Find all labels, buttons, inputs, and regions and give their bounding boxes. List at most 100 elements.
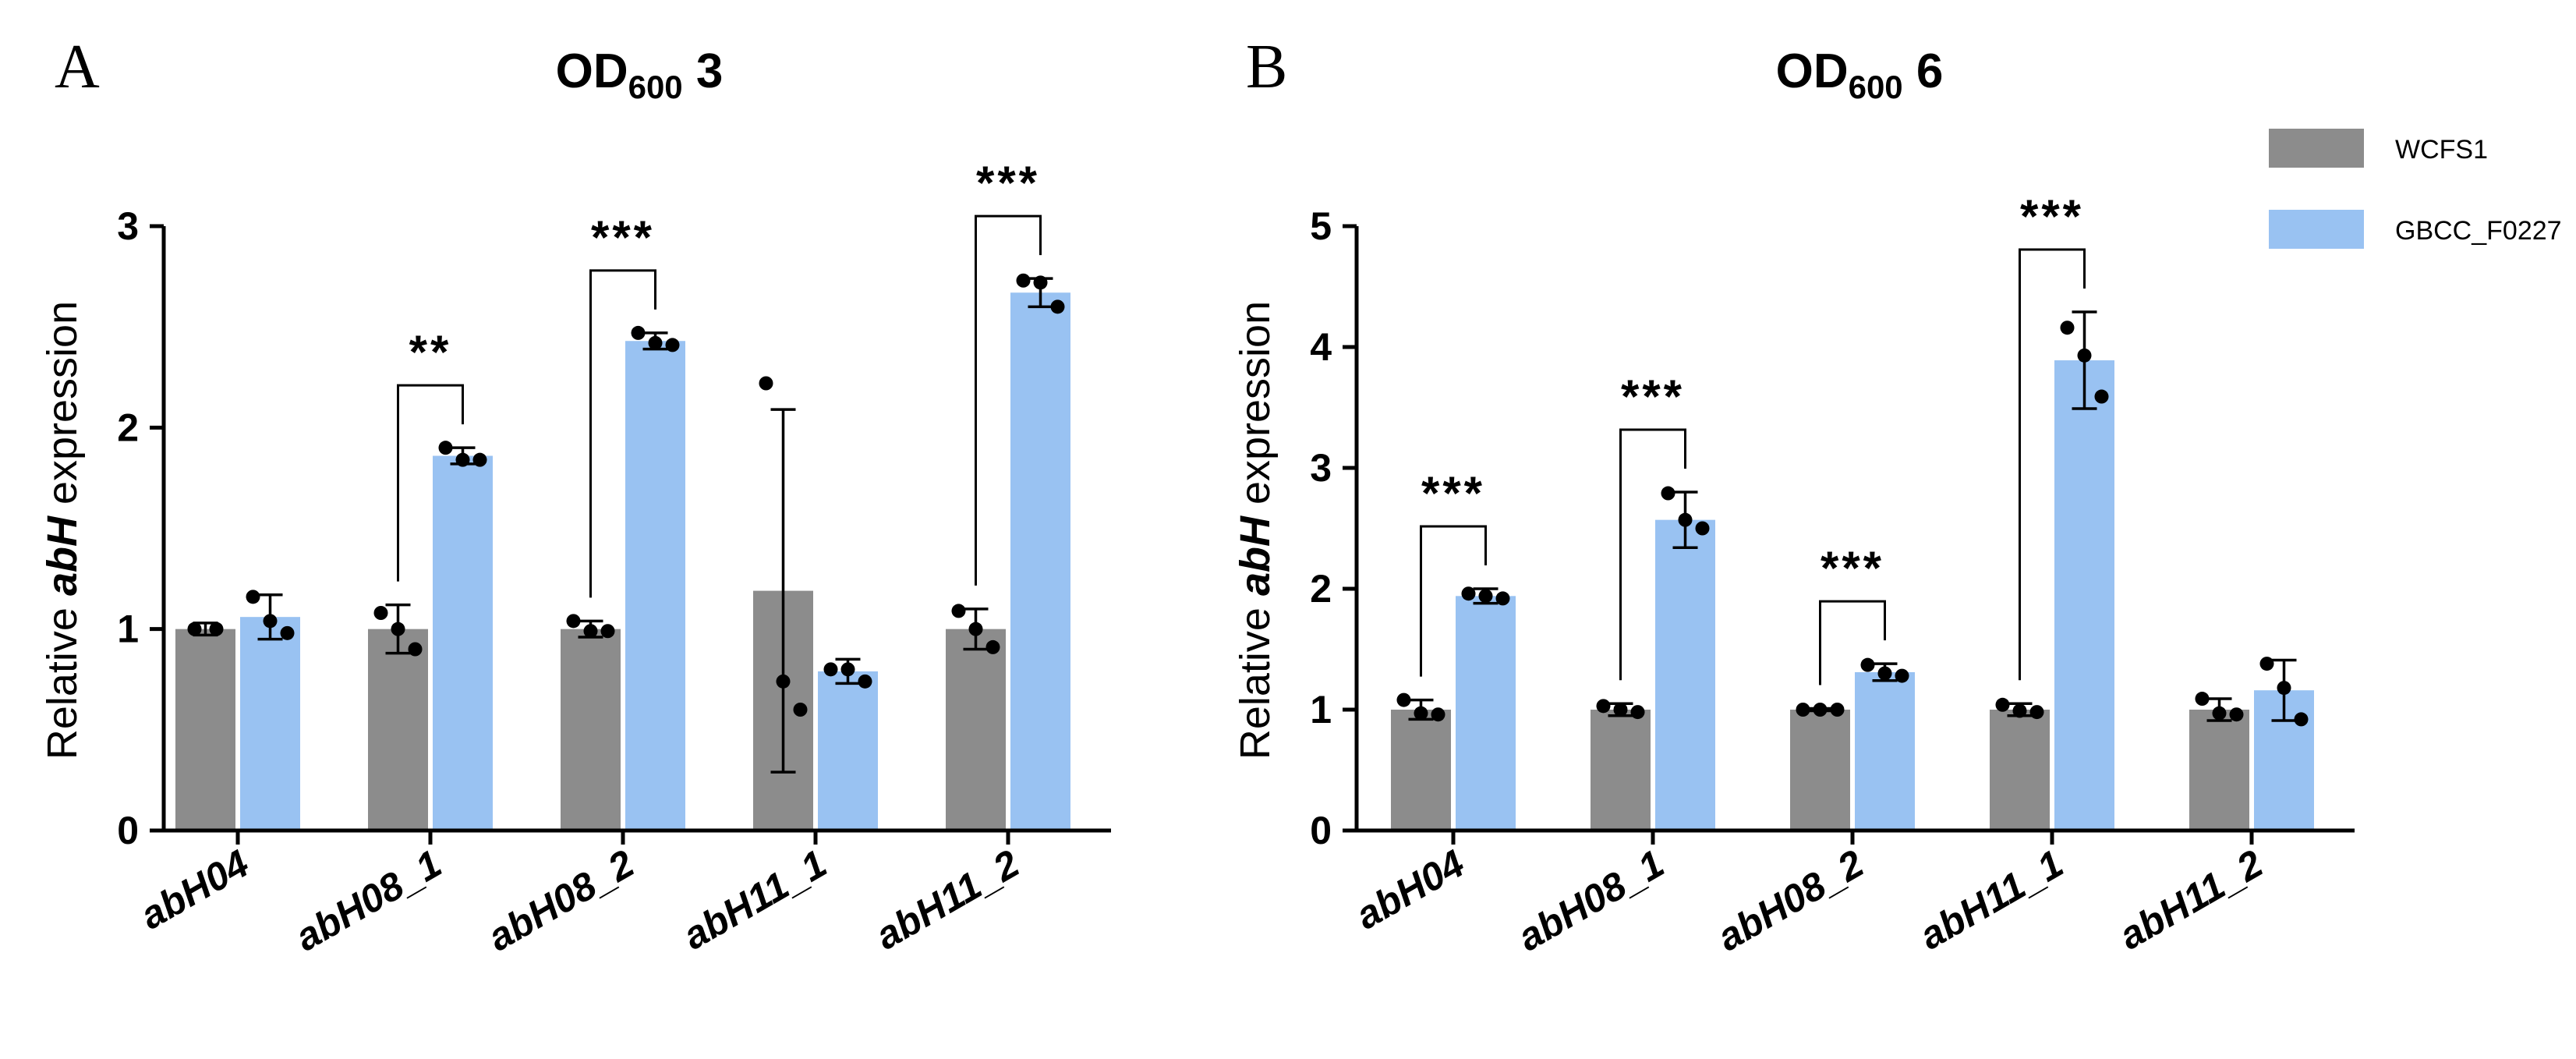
data-point <box>1033 275 1048 290</box>
legend-label: WCFS1 <box>2395 135 2488 165</box>
legend-swatch <box>2269 129 2364 168</box>
data-point <box>776 674 791 689</box>
chart-title-subscript: 600 <box>1849 69 1903 105</box>
significance-bracket <box>2019 248 2086 681</box>
y-tick-label: 1 <box>1310 688 1332 731</box>
data-point <box>665 338 680 352</box>
data-point <box>2277 681 2291 696</box>
data-point <box>1695 521 1710 536</box>
x-tick-label: abH04 <box>1349 841 1472 938</box>
data-point <box>968 622 983 636</box>
data-point <box>280 625 295 640</box>
bar-GBCC_F0227-abH11_1 <box>818 671 878 831</box>
significance-abH11_1: *** <box>2019 190 2086 681</box>
significance-label: *** <box>1821 542 1884 594</box>
data-point <box>1895 668 1909 683</box>
data-point <box>631 325 646 340</box>
chart-title-main: OD <box>556 44 628 98</box>
data-point <box>1431 707 1445 722</box>
bar-WCFS1-abH04 <box>1391 710 1451 831</box>
data-point <box>1050 299 1065 314</box>
data-point <box>1461 586 1476 601</box>
bar-GBCC_F0227-abH04 <box>1456 596 1516 831</box>
data-point <box>1678 512 1693 527</box>
chart-title: OD600 3 <box>556 44 724 105</box>
bar-GBCC_F0227-abH11_2 <box>1010 292 1070 831</box>
significance-bracket <box>589 269 656 598</box>
data-point <box>246 590 260 604</box>
x-tick-label: abH04 <box>133 841 257 938</box>
data-point <box>2294 712 2309 727</box>
y-tick-label: 1 <box>117 607 139 651</box>
data-point <box>1596 699 1611 714</box>
data-point <box>1016 273 1031 288</box>
data-point <box>373 606 388 620</box>
y-tick-label: 4 <box>1310 325 1332 369</box>
data-point <box>187 622 202 636</box>
chart-title-main: OD <box>1776 44 1849 98</box>
data-point <box>840 662 855 677</box>
data-point <box>600 624 615 639</box>
x-tick-label: abH11_2 <box>2112 841 2270 958</box>
data-point <box>2259 657 2274 671</box>
x-tick-label: abH11_2 <box>869 841 1027 958</box>
chart-title-subscript: 600 <box>628 69 683 105</box>
data-point <box>438 441 453 455</box>
significance-abH08_2: *** <box>589 211 656 598</box>
data-point <box>2212 706 2227 721</box>
bar-WCFS1-abH11_1 <box>1990 710 2050 831</box>
data-point <box>1877 666 1892 681</box>
significance-label: *** <box>976 157 1040 209</box>
y-axis-label-part: Relative <box>1232 596 1279 760</box>
data-point <box>1830 703 1845 717</box>
significance-bracket <box>397 384 464 582</box>
y-tick-label: 2 <box>117 406 139 449</box>
data-point <box>2077 348 2092 363</box>
data-point <box>1414 706 1428 721</box>
y-tick-label: 0 <box>117 809 139 852</box>
chart-title-rest: 6 <box>1903 44 1944 98</box>
data-point <box>2195 692 2210 707</box>
significance-abH08_1: ** <box>397 326 464 582</box>
data-point <box>858 674 872 689</box>
data-point <box>985 639 1000 654</box>
bar-WCFS1-abH08_1 <box>1591 710 1651 831</box>
data-point <box>1813 703 1828 717</box>
chart-title: OD600 6 <box>1776 44 1944 105</box>
bar-GBCC_F0227-abH08_2 <box>625 341 685 831</box>
bar-GBCC_F0227-abH04 <box>240 617 300 831</box>
bar-WCFS1-abH08_2 <box>1790 710 1850 831</box>
significance-bracket <box>1619 428 1686 681</box>
significance-abH11_2: *** <box>975 157 1042 586</box>
data-point <box>583 624 598 639</box>
bar-WCFS1-abH11_2 <box>946 629 1006 831</box>
bar-GBCC_F0227-abH08_1 <box>433 455 493 831</box>
data-point <box>472 452 487 467</box>
x-tick-label: abH11_1 <box>676 841 834 958</box>
significance-label: *** <box>591 211 655 264</box>
legend-item: WCFS1 <box>2269 129 2488 168</box>
data-point <box>759 376 773 391</box>
y-tick-label: 2 <box>1310 567 1332 611</box>
y-tick-label: 5 <box>1310 204 1332 248</box>
data-point <box>823 662 838 677</box>
data-point <box>1796 703 1810 717</box>
data-point <box>455 452 470 467</box>
x-tick-label: abH08_1 <box>1510 841 1671 959</box>
error-bar-WCFS1-abH11_1 <box>770 408 796 774</box>
data-point <box>2060 321 2075 335</box>
panel-letter: B <box>1246 33 1287 101</box>
y-axis-label-part: Relative <box>39 596 86 760</box>
panel-B: B OD600 6 Relative abH expression *** *** ***… <box>1232 33 2355 959</box>
data-point <box>1613 703 1628 717</box>
data-point <box>1661 486 1675 501</box>
data-point <box>951 604 966 618</box>
data-point <box>2012 703 2027 718</box>
x-tick-label: abH08_1 <box>288 841 448 959</box>
y-axis-label: Relative abH expression <box>1232 301 1279 760</box>
legend: WCFS1 GBCC_F0227 <box>2269 129 2562 249</box>
y-tick-label: 0 <box>1310 809 1332 852</box>
